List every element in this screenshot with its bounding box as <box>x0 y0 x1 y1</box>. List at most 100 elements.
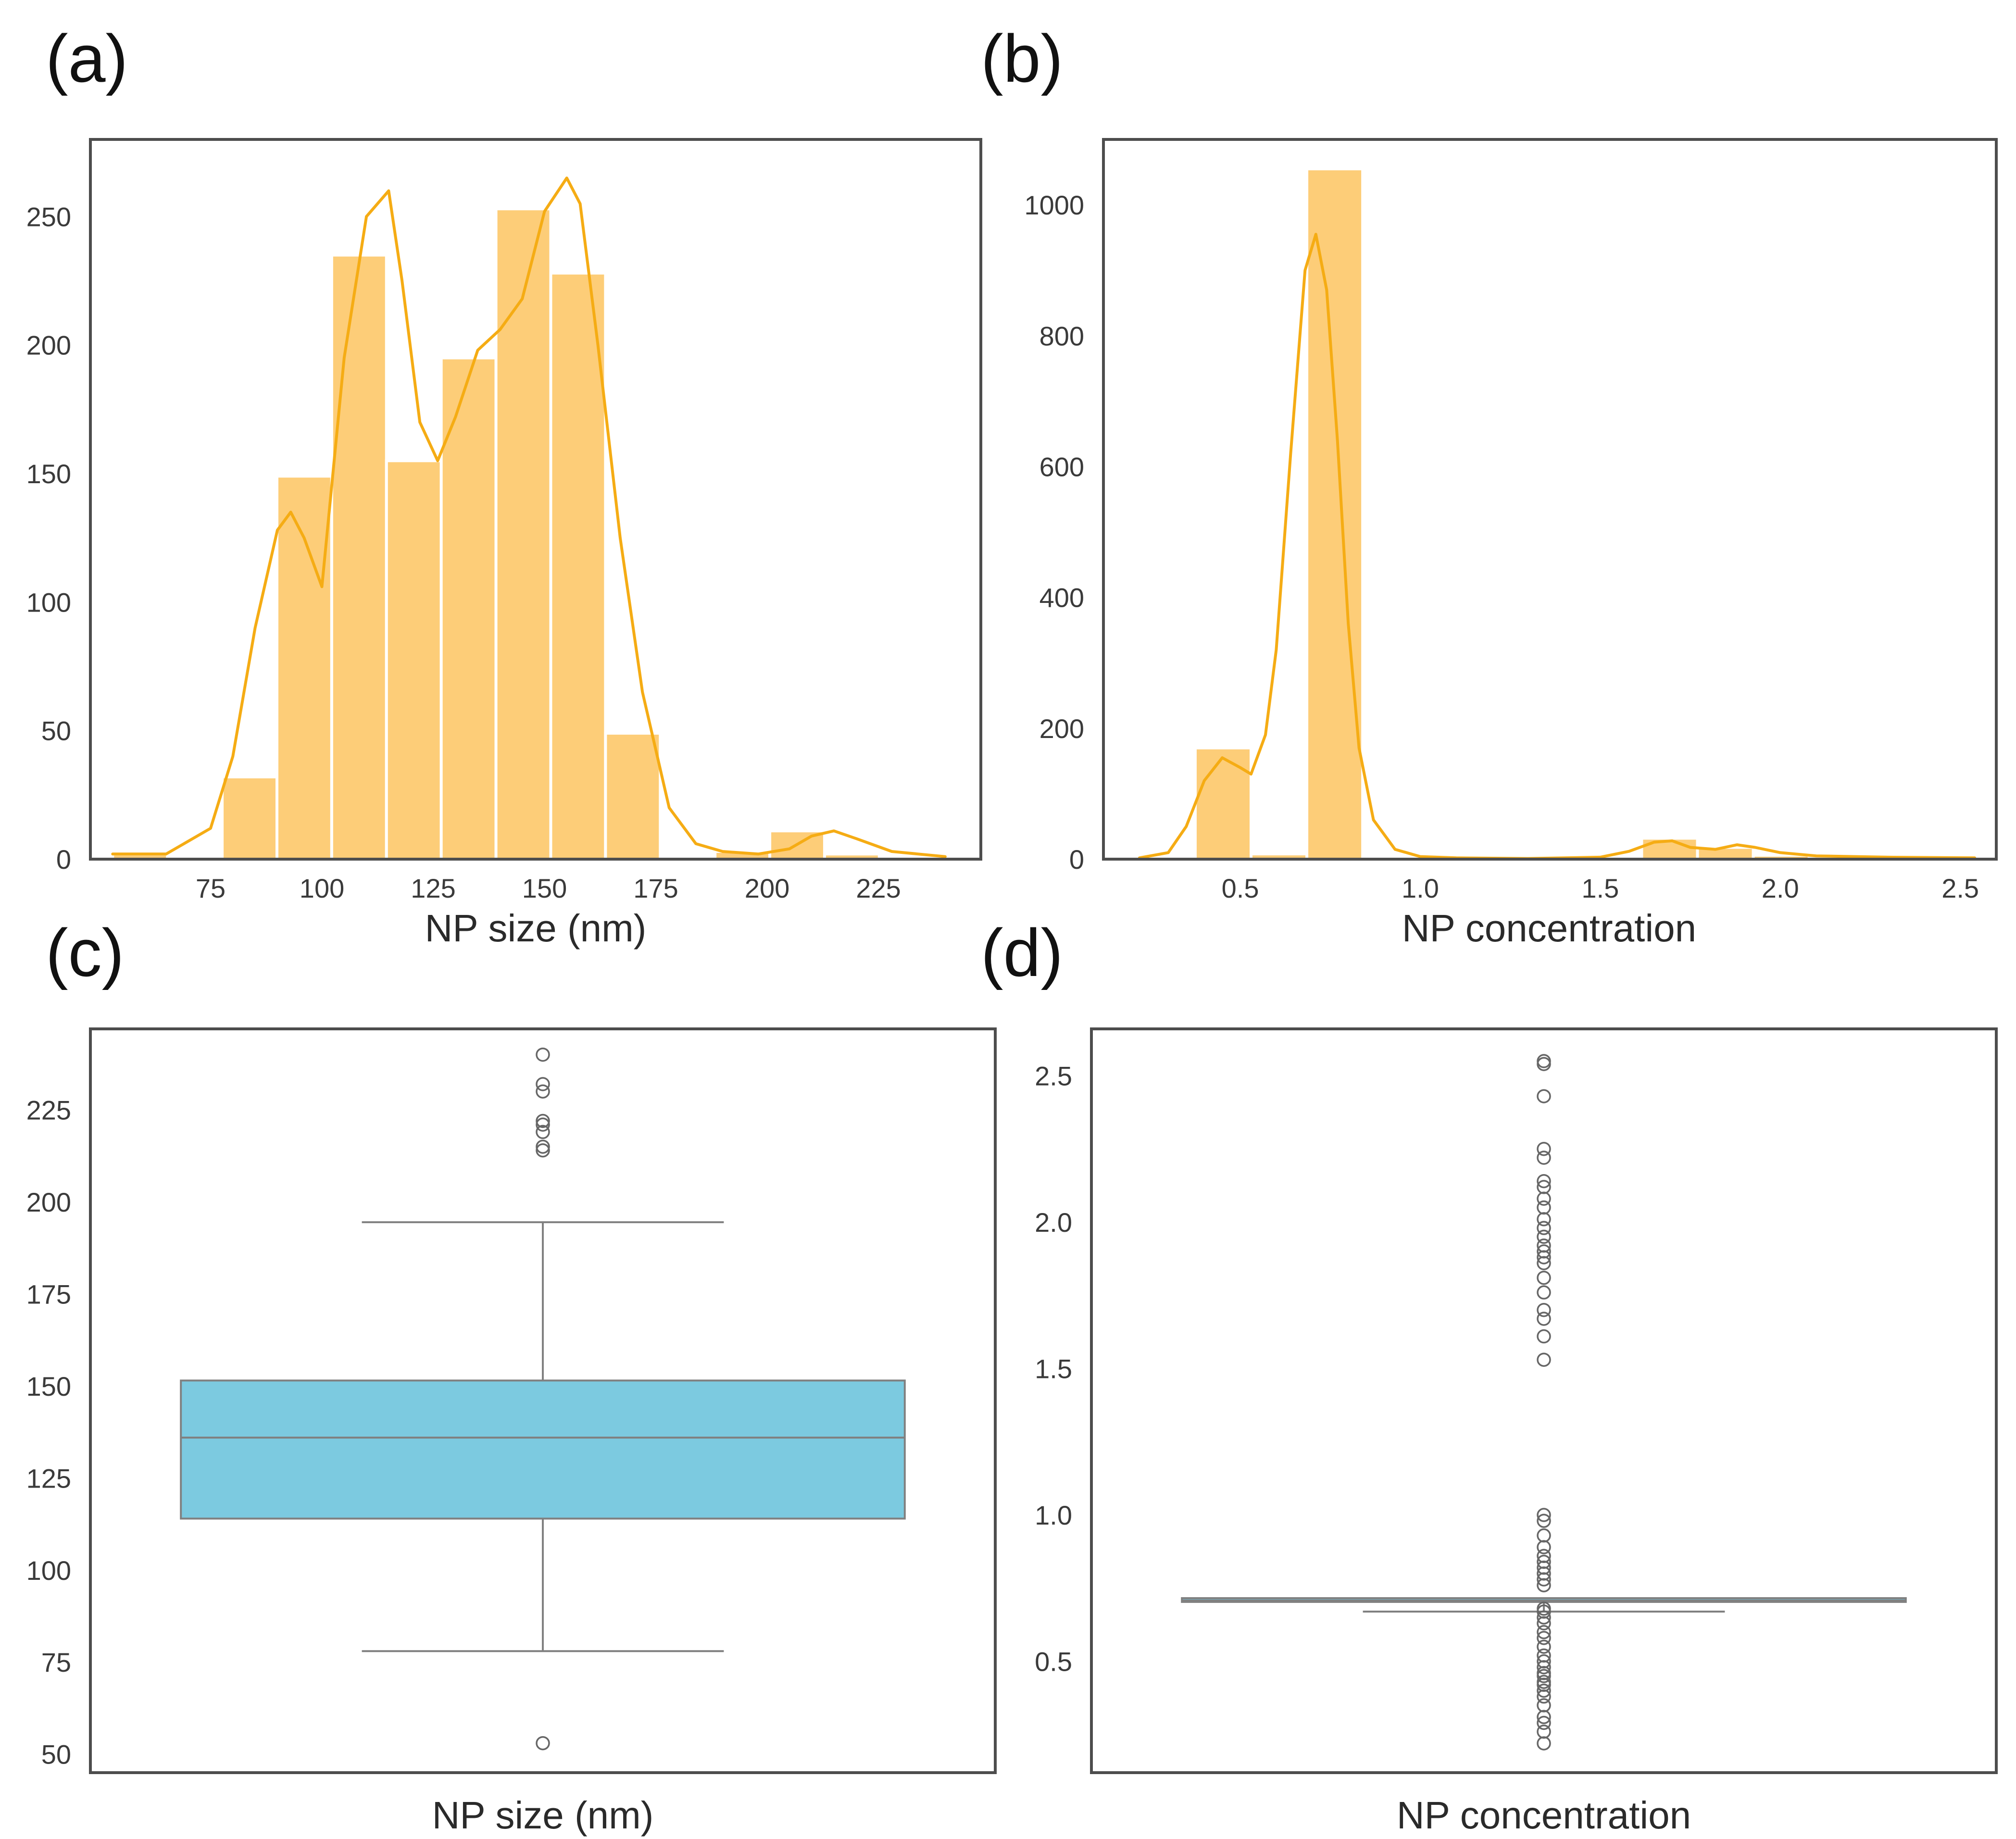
panel-a-x-tick-5: 200 <box>745 873 789 903</box>
panel-a-x-tick-1: 100 <box>300 873 344 903</box>
panel-c-y-tick-6: 200 <box>26 1187 71 1217</box>
panel-a-x-tick-3: 150 <box>522 873 567 903</box>
panel-c-outlier-0 <box>536 1736 550 1751</box>
panel-d-outlier-15 <box>1537 1631 1551 1645</box>
panel-b-y-tick-4: 800 <box>1039 321 1084 351</box>
panel-b-y-tick-3: 600 <box>1039 451 1084 482</box>
panel-c-y-tick-2: 100 <box>26 1555 71 1586</box>
panel-c-boxplot: (c) 50 75 100 125 150 175 200 225 NP size (nm) <box>26 915 997 1837</box>
panel-c-y-tick-5: 175 <box>26 1279 71 1309</box>
panel-a-y-tick-2: 100 <box>26 587 71 617</box>
panel-c-frame <box>89 1027 997 1774</box>
panel-d-outlier-36 <box>1537 1270 1551 1285</box>
panel-a-label: (a) <box>46 21 128 96</box>
panel-c-outlier-1 <box>536 1143 550 1158</box>
panel-b-x-tick-4: 2.5 <box>1941 873 1979 903</box>
panel-c-x-axis-label: NP size (nm) <box>432 1794 654 1837</box>
panel-d-outlier-8 <box>1537 1675 1551 1689</box>
panel-d-plot-area <box>1181 1054 1907 1751</box>
panel-b-kde-line <box>1138 233 1977 860</box>
panel-d-outlier-6 <box>1537 1683 1551 1698</box>
panel-c-outlier-2 <box>536 1139 550 1154</box>
panel-c-box <box>180 1379 906 1520</box>
panel-a-frame <box>89 138 982 861</box>
panel-c-y-ticks: 50 75 100 125 150 175 200 225 <box>26 1095 71 1769</box>
panel-b-y-tick-1: 200 <box>1039 713 1084 744</box>
panel-d-outlier-51 <box>1537 1057 1551 1071</box>
panel-d-outlier-32 <box>1537 1329 1551 1344</box>
panel-a-x-tick-0: 75 <box>196 873 225 903</box>
panel-d-outlier-16 <box>1537 1625 1551 1639</box>
panel-c-outlier-8 <box>536 1047 550 1062</box>
panel-a-bar-2 <box>221 775 278 861</box>
panel-d-outlier-1 <box>1537 1724 1551 1739</box>
panel-b-x-ticks: 0.5 1.0 1.5 2.0 2.5 <box>1222 873 1979 903</box>
panel-d-outlier-29 <box>1537 1514 1551 1528</box>
panel-d-y-tick-1: 1.0 <box>1035 1500 1072 1530</box>
panel-b-frame <box>1102 138 1998 861</box>
panel-a-kde-line <box>111 176 947 858</box>
panel-b-x-tick-1: 1.0 <box>1402 873 1439 903</box>
panel-d-outlier-31 <box>1537 1352 1551 1367</box>
panel-a-y-tick-1: 50 <box>41 716 71 746</box>
panel-d-y-ticks: 0.5 1.0 1.5 2.0 2.5 <box>1035 1061 1072 1676</box>
panel-d-outlier-41 <box>1537 1229 1551 1244</box>
panel-d-outlier-30 <box>1537 1508 1551 1522</box>
panel-d-outlier-48 <box>1537 1151 1551 1165</box>
panel-a-bar-3 <box>275 475 333 861</box>
panel-c-outlier-3 <box>536 1125 550 1139</box>
panel-a-plot-area <box>111 176 947 861</box>
panel-d-outlier-39 <box>1537 1244 1551 1259</box>
panel-c-plot-area <box>180 1047 906 1751</box>
panel-d-y-tick-4: 2.5 <box>1035 1061 1072 1091</box>
panel-a-y-ticks: 0 50 100 150 200 250 <box>26 201 71 875</box>
panel-b-x-tick-3: 2.0 <box>1762 873 1799 903</box>
panel-c-label: (c) <box>46 915 124 990</box>
panel-a-bar-8 <box>549 272 607 861</box>
panel-b-y-tick-2: 400 <box>1039 583 1084 613</box>
panel-d-outlier-20 <box>1537 1601 1551 1616</box>
panel-a-x-axis-label: NP size (nm) <box>425 907 647 950</box>
panel-d-outlier-52 <box>1537 1054 1551 1068</box>
panel-a-bar-5 <box>385 459 443 861</box>
panel-b-y-ticks: 0 200 400 600 800 1000 <box>1024 190 1084 875</box>
panel-a-x-tick-6: 225 <box>856 873 901 903</box>
panel-a-x-ticks: 75 100 125 150 175 200 225 <box>196 873 901 903</box>
panel-d-outlier-42 <box>1537 1221 1551 1235</box>
panel-a-histogram: (a) 75 100 125 150 175 200 225 0 50 100 150 200 250… <box>26 21 982 950</box>
panel-d-outlier-35 <box>1537 1285 1551 1300</box>
panel-c-outlier-5 <box>536 1113 550 1128</box>
panel-d-outlier-43 <box>1537 1212 1551 1226</box>
panel-b-x-tick-0: 0.5 <box>1222 873 1259 903</box>
panel-b-bar-3 <box>1305 167 1365 861</box>
panel-d-outlier-33 <box>1537 1312 1551 1326</box>
panel-a-bar-4 <box>330 253 388 861</box>
panel-d-outlier-12 <box>1537 1654 1551 1669</box>
panel-a-x-tick-4: 175 <box>633 873 678 903</box>
panel-b-label: (b) <box>981 21 1063 96</box>
panel-c-outlier-6 <box>536 1084 550 1099</box>
panel-d-outlier-18 <box>1537 1610 1551 1625</box>
panel-d-outlier-50 <box>1537 1089 1551 1103</box>
panel-d-outlier-25 <box>1537 1554 1551 1569</box>
panel-b-y-tick-5: 1000 <box>1024 190 1084 220</box>
panel-b-bar-1 <box>1193 746 1253 861</box>
panel-c-outlier-4 <box>536 1117 550 1132</box>
panel-b-histogram: (b) 0.5 1.0 1.5 2.0 2.5 0 200 400 600 800 1000 NP… <box>981 21 1998 950</box>
panel-a-y-tick-0: 0 <box>56 844 71 875</box>
panel-b-plot-area <box>1138 167 1978 861</box>
panel-d-outlier-4 <box>1537 1698 1551 1713</box>
panel-d-boxplot: (d) 0.5 1.0 1.5 2.0 2.5 NP concentration <box>981 915 1998 1837</box>
panel-c-y-tick-7: 225 <box>26 1095 71 1125</box>
panel-d-y-tick-0: 0.5 <box>1035 1647 1072 1677</box>
panel-a-x-tick-2: 125 <box>411 873 455 903</box>
panel-d-outlier-40 <box>1537 1238 1551 1253</box>
panel-d-outlier-46 <box>1537 1180 1551 1194</box>
panel-d-outlier-26 <box>1537 1549 1551 1564</box>
panel-a-y-tick-4: 200 <box>26 330 71 361</box>
panel-c-y-tick-0: 50 <box>41 1739 71 1770</box>
panel-d-label: (d) <box>981 915 1063 990</box>
panel-d-y-tick-3: 2.0 <box>1035 1207 1072 1238</box>
panel-b-x-tick-2: 1.5 <box>1581 873 1619 903</box>
